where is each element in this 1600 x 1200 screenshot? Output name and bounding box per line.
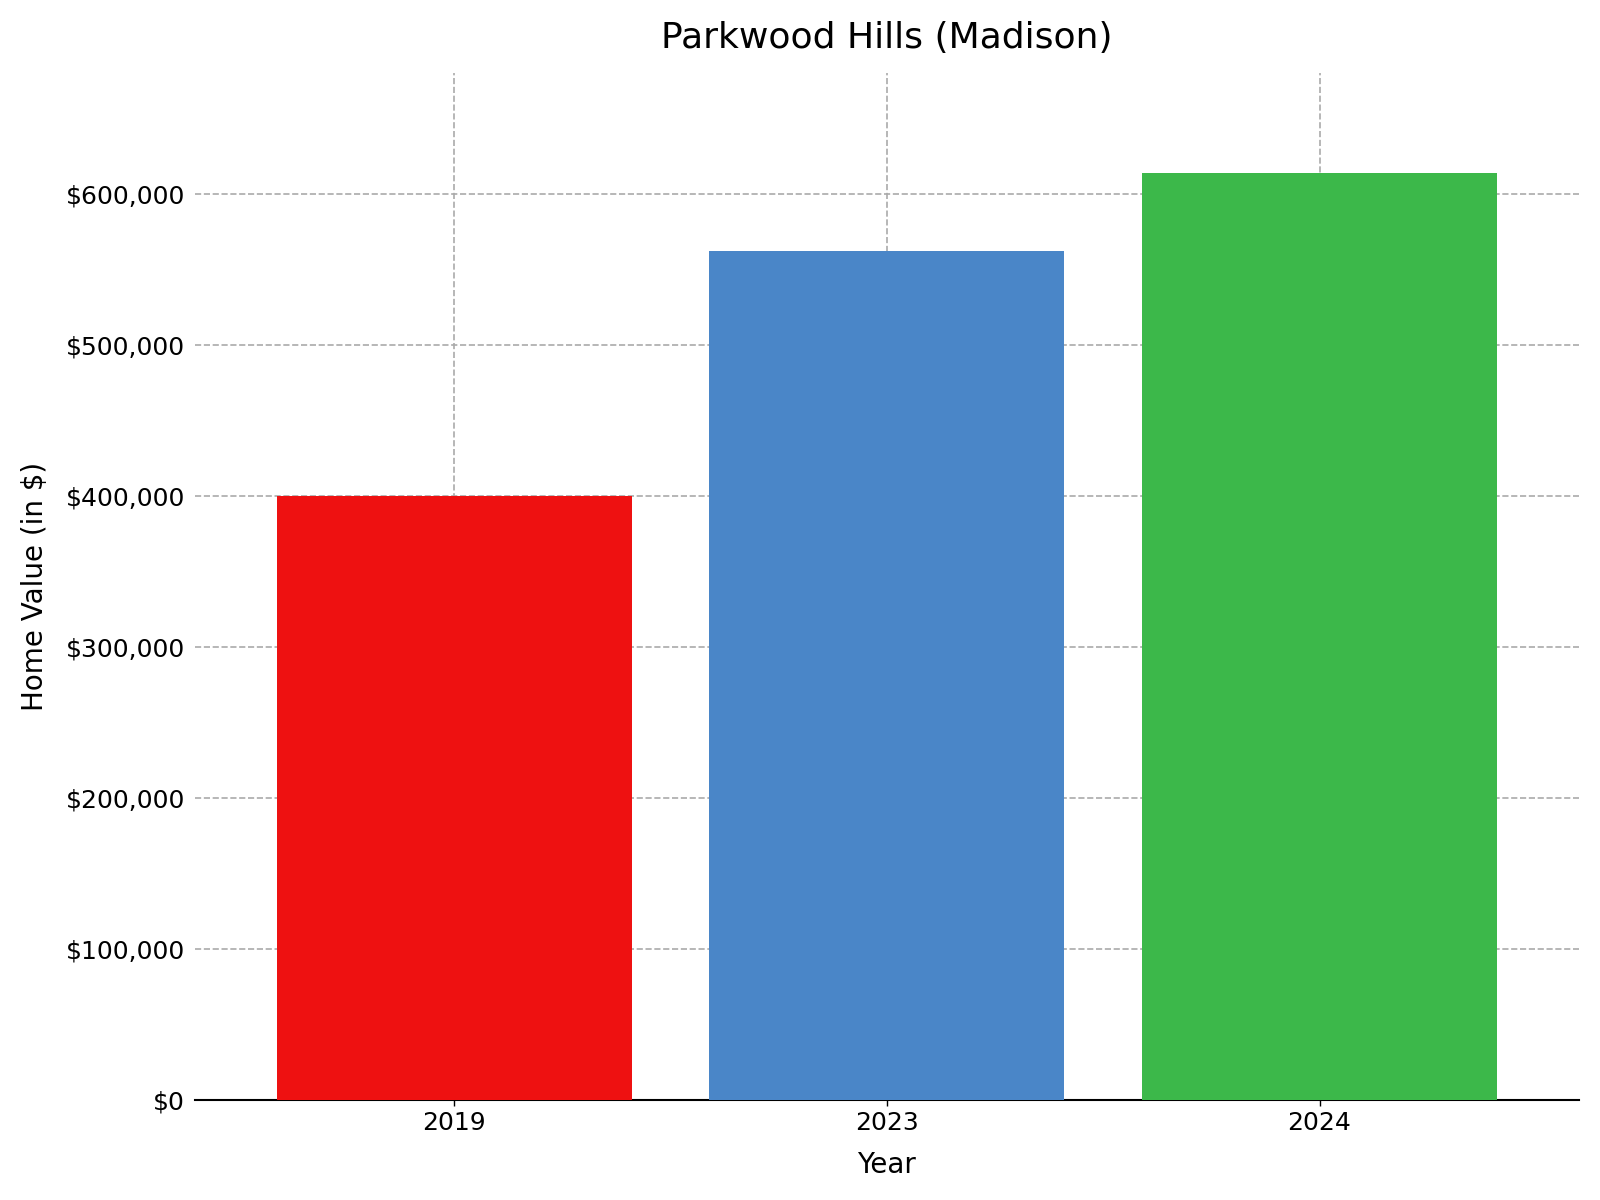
Bar [1142,173,1498,1100]
Title: Parkwood Hills (Madison): Parkwood Hills (Madison) [661,20,1112,55]
Y-axis label: Home Value (in $): Home Value (in $) [21,462,50,712]
Bar [277,496,632,1100]
Bar [709,251,1064,1100]
X-axis label: Year: Year [858,1151,917,1180]
